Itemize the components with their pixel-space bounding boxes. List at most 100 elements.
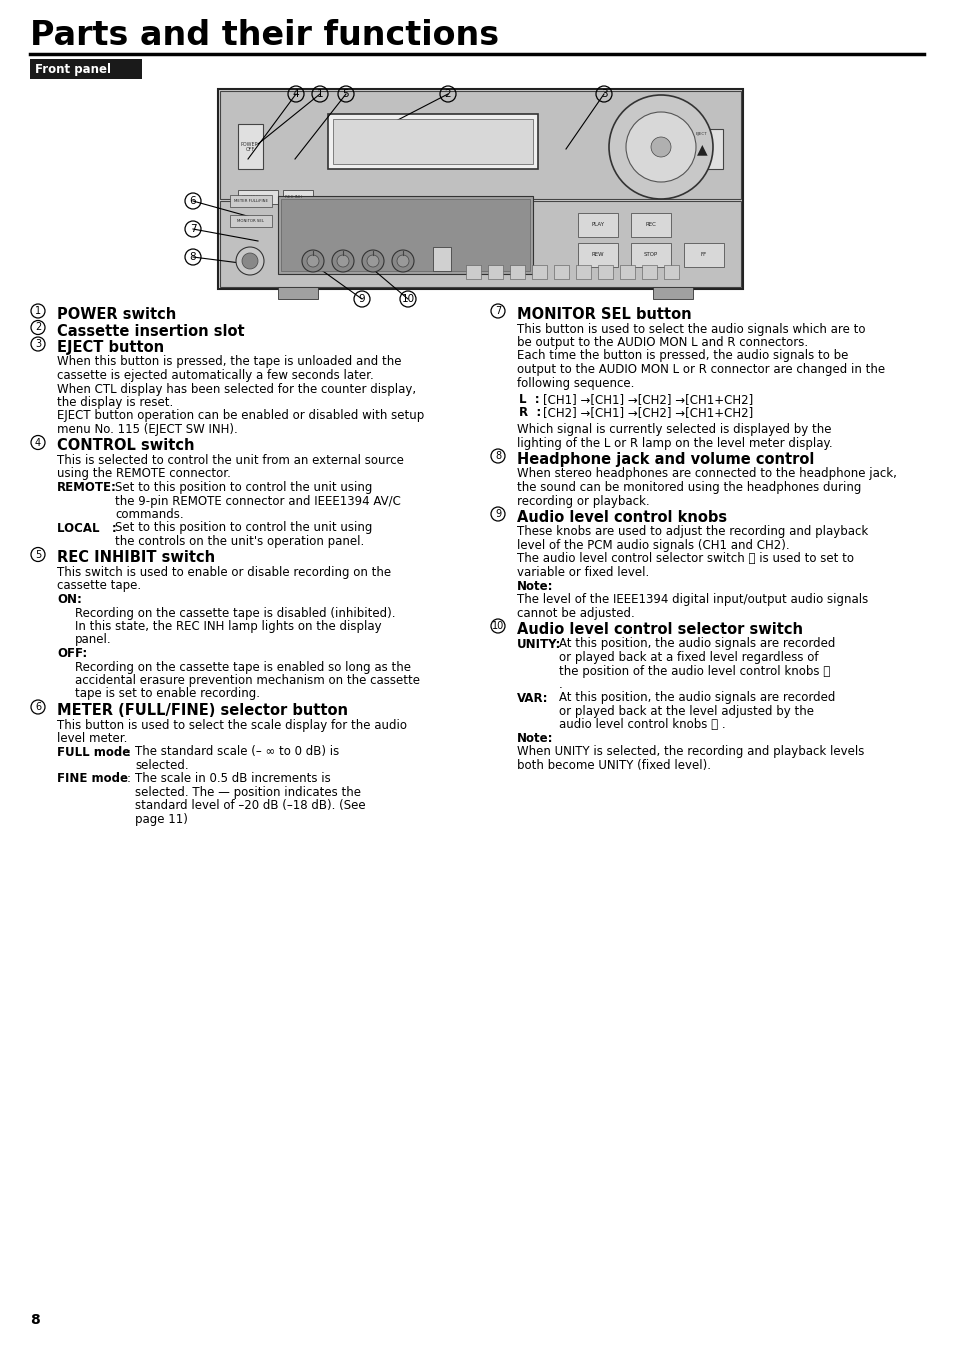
Circle shape [302, 250, 324, 272]
Text: Note:: Note: [517, 580, 553, 592]
Bar [630, 243, 670, 267]
Circle shape [625, 112, 696, 182]
Text: be output to the AUDIO MON L and R connectors.: be output to the AUDIO MON L and R conne… [517, 336, 807, 349]
Text: Recording on the cassette tape is enabled so long as the: Recording on the cassette tape is enable… [75, 661, 411, 673]
Text: The audio level control selector switch ⓙ is used to set to: The audio level control selector switch … [517, 553, 853, 565]
Text: POWER
OFF: POWER OFF [241, 142, 258, 152]
Text: selected. The — position indicates the: selected. The — position indicates the [135, 786, 360, 799]
Text: 4: 4 [35, 437, 41, 448]
Text: MONITOR SEL button: MONITOR SEL button [517, 308, 691, 322]
Text: POWER switch: POWER switch [57, 308, 176, 322]
Bar [680, 130, 722, 169]
Bar [663, 264, 679, 279]
Text: CONTROL: CONTROL [242, 196, 262, 200]
Bar [218, 89, 742, 289]
Text: ▲: ▲ [696, 142, 706, 156]
Text: menu No. 115 (EJECT SW INH).: menu No. 115 (EJECT SW INH). [57, 424, 237, 436]
Bar [328, 115, 537, 169]
Text: REMOTE:: REMOTE: [57, 482, 117, 494]
Bar [619, 264, 635, 279]
Text: accidental erasure prevention mechanism on the cassette: accidental erasure prevention mechanism … [75, 674, 419, 687]
Text: MONITOR SEL: MONITOR SEL [237, 219, 264, 223]
Text: PLAY: PLAY [591, 223, 604, 228]
Text: Audio level control selector switch: Audio level control selector switch [517, 622, 802, 637]
Text: 5: 5 [342, 89, 349, 98]
Text: 10: 10 [401, 294, 415, 304]
Text: 5: 5 [35, 549, 41, 560]
Text: STOP: STOP [643, 252, 658, 258]
Text: output to the AUDIO MON L or R connector are changed in the: output to the AUDIO MON L or R connector… [517, 363, 884, 376]
Text: or played back at the level adjusted by the: or played back at the level adjusted by … [558, 706, 813, 718]
Bar [281, 200, 530, 271]
Circle shape [608, 94, 712, 200]
Text: VAR:: VAR: [517, 692, 548, 704]
Text: 4: 4 [293, 89, 299, 98]
Bar [578, 243, 618, 267]
Text: 9: 9 [495, 509, 500, 519]
Text: FF: FF [700, 252, 706, 258]
Text: The scale in 0.5 dB increments is: The scale in 0.5 dB increments is [135, 773, 331, 785]
Text: These knobs are used to adjust the recording and playback: These knobs are used to adjust the recor… [517, 526, 867, 538]
Text: METER (FULL/FINE) selector button: METER (FULL/FINE) selector button [57, 703, 348, 718]
Text: [CH2] →[CH1] →[CH2] →[CH1+CH2]: [CH2] →[CH1] →[CH2] →[CH1+CH2] [542, 406, 753, 420]
Bar [532, 264, 546, 279]
Text: Note:: Note: [517, 733, 553, 745]
Bar [630, 213, 670, 237]
Text: 1: 1 [35, 306, 41, 316]
Text: Each time the button is pressed, the audio signals to be: Each time the button is pressed, the aud… [517, 349, 847, 363]
Bar [220, 90, 740, 200]
Text: This button is used to select the audio signals which are to: This button is used to select the audio … [517, 322, 864, 336]
Text: the sound can be monitored using the headphones during: the sound can be monitored using the hea… [517, 482, 861, 494]
Text: panel.: panel. [75, 634, 112, 646]
Text: [CH1] →[CH1] →[CH2] →[CH1+CH2]: [CH1] →[CH1] →[CH2] →[CH1+CH2] [542, 393, 753, 406]
Bar [510, 264, 524, 279]
Circle shape [336, 255, 349, 267]
Circle shape [396, 255, 409, 267]
Text: Set to this position to control the unit using: Set to this position to control the unit… [115, 482, 372, 494]
Text: Front panel: Front panel [35, 62, 111, 76]
Text: both become UNITY (fixed level).: both become UNITY (fixed level). [517, 759, 710, 772]
Text: The level of the IEEE1394 digital input/output audio signals: The level of the IEEE1394 digital input/… [517, 594, 867, 606]
Text: At this position, the audio signals are recorded: At this position, the audio signals are … [558, 692, 835, 704]
Circle shape [367, 255, 378, 267]
Bar [433, 247, 451, 271]
Text: audio level control knobs ⓘ .: audio level control knobs ⓘ . [558, 719, 725, 731]
Text: 1: 1 [316, 89, 323, 98]
Text: The standard scale (– ∞ to 0 dB) is: The standard scale (– ∞ to 0 dB) is [135, 746, 339, 758]
Text: 2: 2 [35, 322, 41, 332]
Text: .: . [558, 679, 562, 691]
Text: the controls on the unit's operation panel.: the controls on the unit's operation pan… [115, 536, 364, 548]
Text: Headphone jack and volume control: Headphone jack and volume control [517, 452, 814, 467]
Bar [30, 59, 142, 80]
Text: or played back at a fixed level regardless of: or played back at a fixed level regardle… [558, 652, 818, 664]
Text: level meter.: level meter. [57, 733, 128, 745]
Bar [237, 190, 277, 204]
Text: recording or playback.: recording or playback. [517, 495, 649, 507]
Text: 7: 7 [190, 224, 196, 233]
Text: 9: 9 [358, 294, 365, 304]
Text: 2: 2 [444, 89, 451, 98]
Text: the position of the audio level control knobs ⓘ: the position of the audio level control … [558, 665, 829, 677]
Text: When CTL display has been selected for the counter display,: When CTL display has been selected for t… [57, 383, 416, 395]
Text: 6: 6 [35, 701, 41, 712]
Text: REW: REW [591, 252, 603, 258]
Bar [652, 287, 692, 299]
Text: Which signal is currently selected is displayed by the: Which signal is currently selected is di… [517, 424, 831, 436]
Text: EJECT button operation can be enabled or disabled with setup: EJECT button operation can be enabled or… [57, 410, 424, 422]
Bar [465, 264, 480, 279]
Text: Parts and their functions: Parts and their functions [30, 19, 498, 53]
Circle shape [332, 250, 354, 272]
Text: FINE mode: FINE mode [57, 773, 128, 785]
Bar [237, 124, 263, 169]
Text: EJECT button: EJECT button [57, 340, 164, 355]
Bar [488, 264, 502, 279]
Text: selected.: selected. [135, 759, 189, 772]
Bar [230, 214, 272, 227]
Text: When UNITY is selected, the recording and playback levels: When UNITY is selected, the recording an… [517, 746, 863, 758]
Text: cannot be adjusted.: cannot be adjusted. [517, 607, 634, 619]
Text: commands.: commands. [115, 509, 183, 521]
Text: Cassette insertion slot: Cassette insertion slot [57, 324, 244, 339]
Text: Audio level control knobs: Audio level control knobs [517, 510, 726, 525]
Text: This switch is used to enable or disable recording on the: This switch is used to enable or disable… [57, 567, 391, 579]
Text: standard level of –20 dB (–18 dB). (See: standard level of –20 dB (–18 dB). (See [135, 800, 365, 812]
